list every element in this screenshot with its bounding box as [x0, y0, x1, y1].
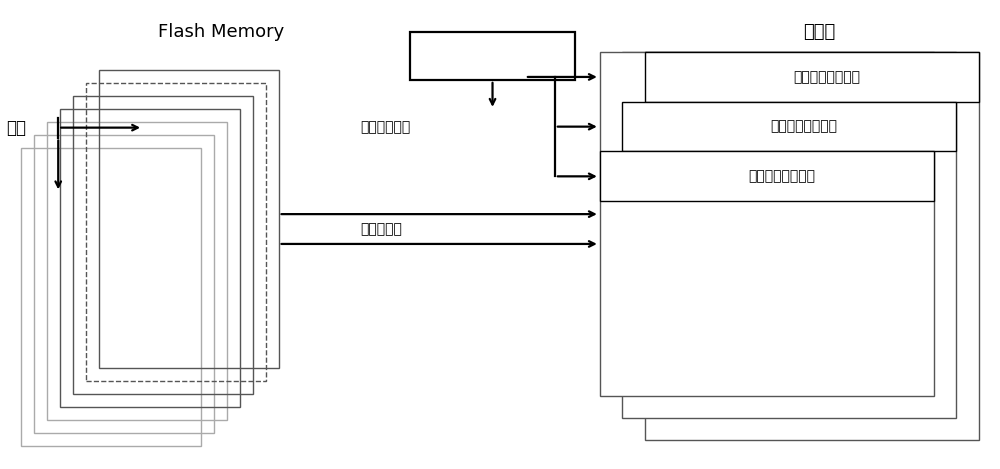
- Bar: [600, 52, 934, 396]
- Bar: [60, 109, 240, 407]
- Text: 地址映射控制器: 地址映射控制器: [463, 49, 522, 63]
- Bar: [21, 148, 201, 446]
- Text: 冗余页地址寄存器: 冗余页地址寄存器: [793, 70, 860, 84]
- Bar: [86, 83, 266, 381]
- Bar: [622, 52, 956, 418]
- Text: 冗余页: 冗余页: [803, 23, 835, 41]
- Bar: [645, 52, 979, 440]
- Text: 冗余页替换: 冗余页替换: [360, 222, 402, 236]
- Bar: [622, 102, 956, 151]
- Text: 坏页: 坏页: [6, 119, 26, 136]
- Bar: [645, 52, 979, 102]
- Text: Flash Memory: Flash Memory: [158, 23, 284, 41]
- Bar: [73, 96, 253, 394]
- Bar: [47, 121, 227, 420]
- Bar: [600, 151, 934, 201]
- Text: 冗余页使能位: 冗余页使能位: [360, 121, 411, 135]
- Bar: [410, 32, 575, 80]
- Text: 冗余页地址寄存器: 冗余页地址寄存器: [770, 120, 837, 134]
- Bar: [99, 70, 279, 368]
- Text: 冗余页地址寄存器: 冗余页地址寄存器: [748, 169, 815, 183]
- Bar: [34, 135, 214, 433]
